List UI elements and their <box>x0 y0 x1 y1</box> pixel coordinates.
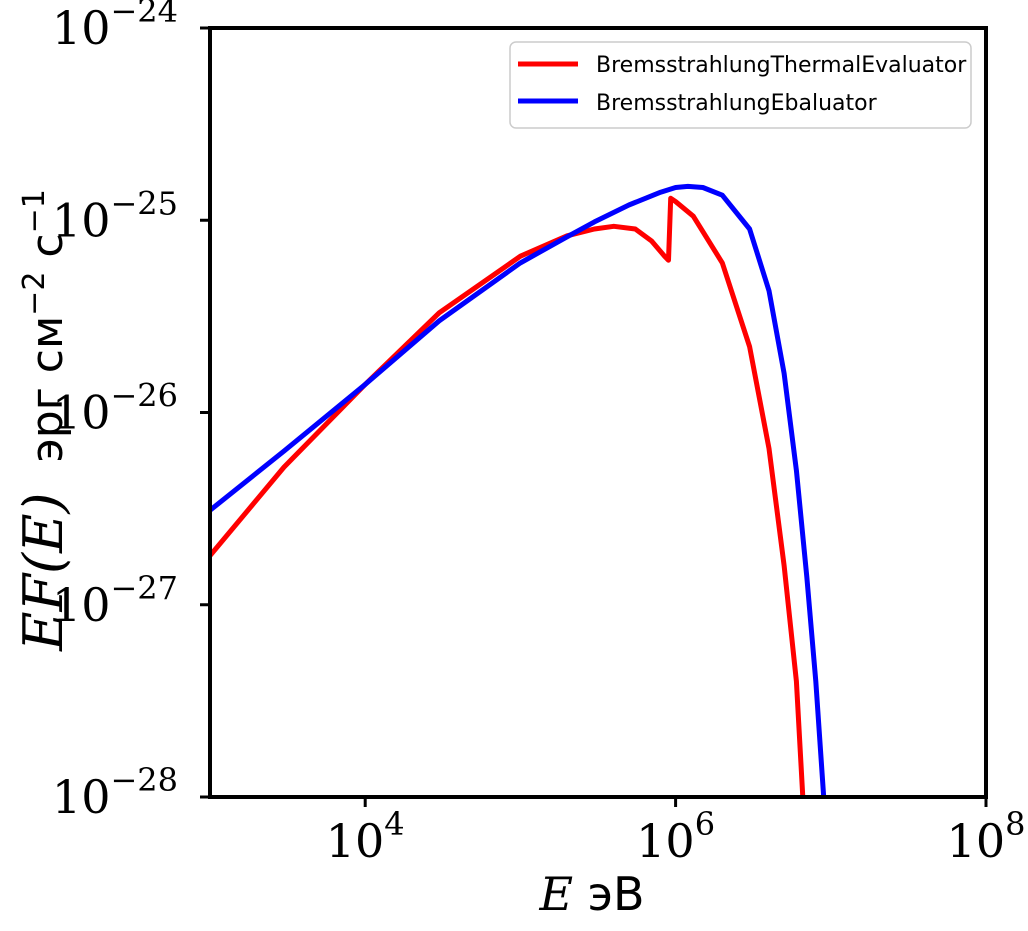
series-layer <box>210 183 827 797</box>
plot-frame <box>208 26 988 799</box>
x-axis-label-math: E <box>538 867 573 921</box>
y-axis-label: EF(E) эрг см−2 с−1 <box>12 189 75 652</box>
tick-layer: 104 106 108 10−28 10−27 10−26 10−25 10−24 <box>52 0 1026 868</box>
y-tick-label-3: 10−25 <box>52 184 178 247</box>
y-tick-label-1: 10−27 <box>52 569 178 632</box>
y-axis-label-math: EF(E) <box>12 492 75 651</box>
y-axis-label-unit: эрг см <box>22 316 73 463</box>
x-tick-label-0: 104 <box>326 805 405 868</box>
x-axis-label: E эВ <box>538 867 644 921</box>
legend: BremsstrahlungThermalEvaluator Bremsstra… <box>509 41 972 129</box>
y-tick-label-2: 10−26 <box>52 377 178 440</box>
series-line-0 <box>210 195 806 797</box>
x-axis-label-unit: эВ <box>573 867 644 921</box>
x-tick-label-1: 106 <box>636 805 715 868</box>
series-line-1 <box>210 183 827 797</box>
y-tick-label-4: 10−24 <box>52 0 178 55</box>
y-axis-label-mid: с <box>22 233 73 271</box>
svg-text:EF(E)эрг см−2 с−1: EF(E) эрг см−2 с−1 <box>12 189 75 652</box>
legend-box <box>509 41 972 129</box>
y-axis-label-sup2: −1 <box>17 189 52 233</box>
y-axis-label-sup1: −2 <box>17 272 52 316</box>
legend-label-ebaluator: BremsstrahlungEbaluator <box>596 91 878 116</box>
y-tick-label-0: 10−28 <box>52 761 178 824</box>
legend-label-thermal: BremsstrahlungThermalEvaluator <box>596 53 967 78</box>
x-tick-label-2: 108 <box>947 805 1026 868</box>
